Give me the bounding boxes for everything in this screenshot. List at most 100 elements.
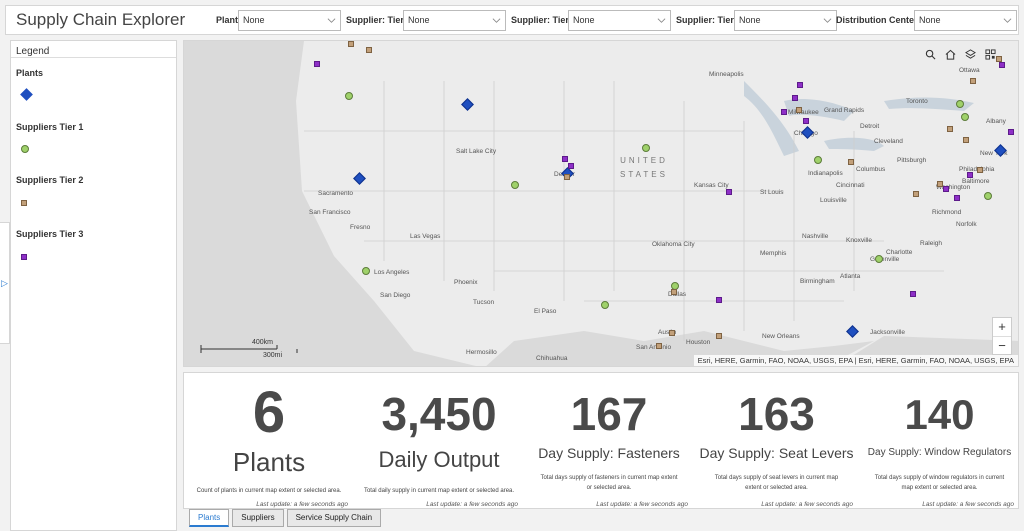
zoom-control: + − bbox=[992, 317, 1012, 355]
tier3-select[interactable]: None bbox=[734, 10, 837, 31]
distribution-center-select[interactable]: None bbox=[914, 10, 1017, 31]
city-label: Las Vegas bbox=[410, 233, 441, 240]
basemap bbox=[184, 41, 1018, 366]
tier3-select-value: None bbox=[739, 15, 761, 25]
tier1-marker[interactable] bbox=[345, 92, 353, 100]
tier2-marker[interactable] bbox=[366, 47, 372, 53]
tab-service-supply-chain[interactable]: Service Supply Chain bbox=[286, 509, 382, 527]
kpi-value: 163 bbox=[738, 388, 815, 440]
tier3-marker[interactable] bbox=[792, 95, 798, 101]
tier1-select[interactable]: None bbox=[403, 10, 506, 31]
tier2-marker[interactable] bbox=[937, 181, 943, 187]
plant-select[interactable]: None bbox=[238, 10, 341, 31]
tier2-marker[interactable] bbox=[669, 330, 675, 336]
tier1-marker[interactable] bbox=[511, 181, 519, 189]
city-label: Cincinnati bbox=[836, 182, 865, 189]
tier3-marker[interactable] bbox=[910, 291, 916, 297]
tier3-marker[interactable] bbox=[803, 118, 809, 124]
kpi-last-update: Last update: a few seconds ago bbox=[761, 501, 853, 508]
tier1-marker[interactable] bbox=[642, 144, 650, 152]
tier3-marker[interactable] bbox=[314, 61, 320, 67]
tier2-marker[interactable] bbox=[656, 343, 662, 349]
city-label: New York bbox=[980, 150, 1008, 157]
city-label: St Louis bbox=[760, 189, 784, 196]
city-label: Toronto bbox=[906, 98, 928, 105]
tier3-marker[interactable] bbox=[568, 163, 574, 169]
tier2-marker[interactable] bbox=[564, 174, 570, 180]
kpi-seat-levers: 163 Day Supply: Seat Levers Total days s… bbox=[694, 373, 859, 510]
tier1-marker[interactable] bbox=[814, 156, 822, 164]
tier3-marker[interactable] bbox=[999, 62, 1005, 68]
city-label: Oklahoma City bbox=[652, 241, 695, 248]
kpi-daily-output: 3,450 Daily Output Total daily supply in… bbox=[354, 373, 524, 510]
tier2-marker[interactable] bbox=[848, 159, 854, 165]
city-label: Nashville bbox=[802, 233, 829, 240]
city-label: Jacksonville bbox=[870, 329, 906, 336]
search-icon bbox=[925, 49, 935, 59]
tier2-marker[interactable] bbox=[947, 126, 953, 132]
tier2-marker[interactable] bbox=[996, 56, 1002, 62]
tier1-marker[interactable] bbox=[601, 301, 609, 309]
tier2-marker[interactable] bbox=[977, 167, 983, 173]
city-label: Richmond bbox=[932, 209, 962, 216]
city-label: Dallas bbox=[668, 291, 687, 298]
tier1-marker[interactable] bbox=[362, 267, 370, 275]
kpi-label: Daily Output bbox=[378, 447, 500, 472]
city-label: Louisville bbox=[820, 197, 847, 204]
city-label: Phoenix bbox=[454, 279, 478, 286]
home-icon bbox=[945, 49, 955, 60]
tier3-square-icon bbox=[21, 254, 27, 260]
city-label: Columbus bbox=[856, 166, 886, 173]
tier2-marker[interactable] bbox=[913, 191, 919, 197]
tier1-circle-icon bbox=[21, 145, 29, 153]
chevron-down-icon bbox=[492, 18, 501, 23]
city-label: El Paso bbox=[534, 308, 557, 315]
tier1-marker[interactable] bbox=[961, 113, 969, 121]
chevron-right-icon: ▷ bbox=[1, 278, 8, 288]
search-button[interactable] bbox=[922, 46, 938, 62]
tier1-marker[interactable] bbox=[984, 192, 992, 200]
kpi-panel: 6 Plants Count of plants in current map … bbox=[183, 372, 1019, 509]
tier2-marker[interactable] bbox=[348, 41, 354, 47]
plant-select-value: None bbox=[243, 15, 265, 25]
tier1-marker[interactable] bbox=[875, 255, 883, 263]
kpi-last-update: Last update: a few seconds ago bbox=[596, 501, 688, 508]
city-label: Norfolk bbox=[956, 221, 977, 228]
city-label: Chihuahua bbox=[536, 355, 568, 362]
tier2-marker[interactable] bbox=[671, 289, 677, 295]
tier2-marker[interactable] bbox=[716, 333, 722, 339]
tier2-select[interactable]: None bbox=[568, 10, 671, 31]
tab-plants[interactable]: Plants bbox=[189, 509, 230, 527]
tier2-marker[interactable] bbox=[963, 137, 969, 143]
home-button[interactable] bbox=[942, 46, 958, 62]
city-label: Charlotte bbox=[886, 249, 913, 256]
tier3-marker[interactable] bbox=[716, 297, 722, 303]
zoom-in-button[interactable]: + bbox=[998, 319, 1006, 334]
tab-suppliers[interactable]: Suppliers bbox=[232, 509, 284, 527]
tier2-marker[interactable] bbox=[796, 107, 802, 113]
city-label: Cleveland bbox=[874, 138, 903, 145]
layers-button[interactable] bbox=[962, 46, 978, 62]
map-view[interactable]: Minneapolis Milwaukee Grand Rapids Toron… bbox=[183, 40, 1019, 367]
tier1-marker[interactable] bbox=[956, 100, 964, 108]
city-label: Atlanta bbox=[840, 273, 861, 280]
legend-panel: Legend Plants Suppliers Tier 1 Suppliers… bbox=[10, 40, 177, 531]
city-label: Houston bbox=[686, 339, 711, 346]
legend-title: Legend bbox=[16, 46, 50, 57]
kpi-value: 167 bbox=[570, 388, 648, 440]
legend-collapse-handle[interactable]: ▷ bbox=[0, 222, 10, 344]
qr-button[interactable] bbox=[982, 46, 998, 62]
tier2-marker[interactable] bbox=[970, 78, 976, 84]
tier3-marker[interactable] bbox=[954, 195, 960, 201]
tier3-marker[interactable] bbox=[967, 172, 973, 178]
tier3-marker[interactable] bbox=[797, 82, 803, 88]
tier3-marker[interactable] bbox=[562, 156, 568, 162]
tier3-marker[interactable] bbox=[943, 186, 949, 192]
city-label: Sacramento bbox=[318, 190, 354, 197]
kpi-description: Total days supply of fasteners in curren… bbox=[540, 475, 678, 491]
tier3-marker[interactable] bbox=[1008, 129, 1014, 135]
zoom-out-button[interactable]: − bbox=[993, 336, 1011, 354]
kpi-description: Total days supply of window regulators i… bbox=[874, 475, 1005, 491]
tier3-marker[interactable] bbox=[726, 189, 732, 195]
tier3-marker[interactable] bbox=[781, 109, 787, 115]
